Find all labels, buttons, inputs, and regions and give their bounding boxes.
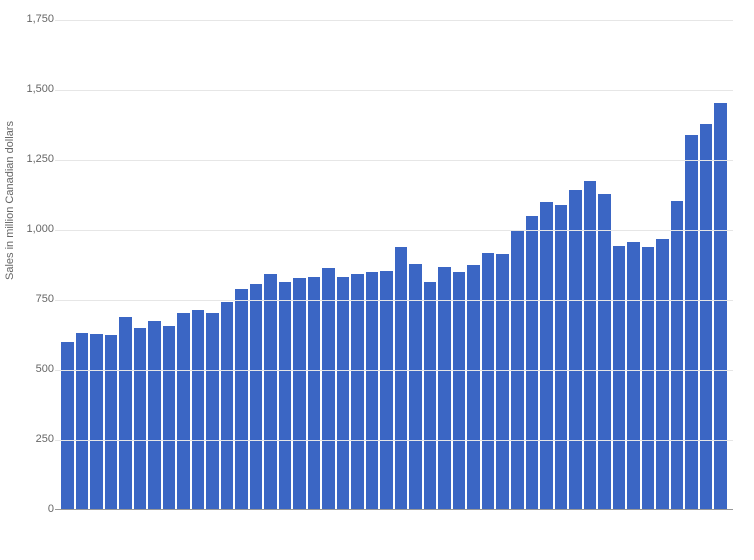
ytick-label: 250: [9, 433, 54, 445]
bar: [308, 277, 321, 509]
bar: [467, 265, 480, 509]
bar: [366, 272, 379, 509]
bar: [322, 268, 335, 509]
bar: [61, 342, 74, 509]
bar: [250, 284, 263, 509]
bar: [380, 271, 393, 509]
bar: [627, 242, 640, 509]
bar: [221, 302, 234, 509]
ytick-label: 1,250: [9, 153, 54, 165]
gridline: [55, 300, 733, 301]
bar: [685, 135, 698, 509]
bar: [424, 282, 437, 509]
bar: [235, 289, 248, 509]
y-axis-label: Sales in million Canadian dollars: [4, 121, 16, 280]
bar: [163, 326, 176, 509]
bar: [279, 282, 292, 509]
bar: [395, 247, 408, 509]
bar: [700, 124, 713, 509]
bar: [264, 274, 277, 509]
gridline: [55, 90, 733, 91]
bar: [496, 254, 509, 509]
bar: [613, 246, 626, 509]
bar: [192, 310, 205, 509]
ytick-label: 500: [9, 363, 54, 375]
bar: [177, 313, 190, 509]
bar: [90, 334, 103, 509]
bar: [76, 333, 89, 509]
bar: [119, 317, 132, 509]
plot-area: [55, 20, 733, 510]
bar: [598, 194, 611, 509]
bar: [540, 202, 553, 509]
gridline: [55, 440, 733, 441]
bar: [482, 253, 495, 509]
bar: [569, 190, 582, 509]
bar: [714, 103, 727, 509]
gridline: [55, 20, 733, 21]
bar: [642, 247, 655, 509]
bar: [438, 267, 451, 509]
gridline: [55, 160, 733, 161]
bar: [134, 328, 147, 509]
ytick-label: 750: [9, 293, 54, 305]
bar: [526, 216, 539, 509]
gridline: [55, 230, 733, 231]
bar: [293, 278, 306, 509]
bars-group: [61, 19, 727, 509]
ytick-label: 1,000: [9, 223, 54, 235]
ytick-label: 1,500: [9, 83, 54, 95]
bar: [656, 239, 669, 509]
bar: [351, 274, 364, 509]
ytick-label: 1,750: [9, 13, 54, 25]
bar: [555, 205, 568, 509]
bar: [105, 335, 118, 509]
chart-container: [55, 20, 733, 510]
bar: [453, 272, 466, 509]
bar: [148, 321, 161, 509]
bar: [337, 277, 350, 509]
gridline: [55, 370, 733, 371]
bar: [206, 313, 219, 509]
bar: [671, 201, 684, 509]
ytick-label: 0: [9, 503, 54, 515]
